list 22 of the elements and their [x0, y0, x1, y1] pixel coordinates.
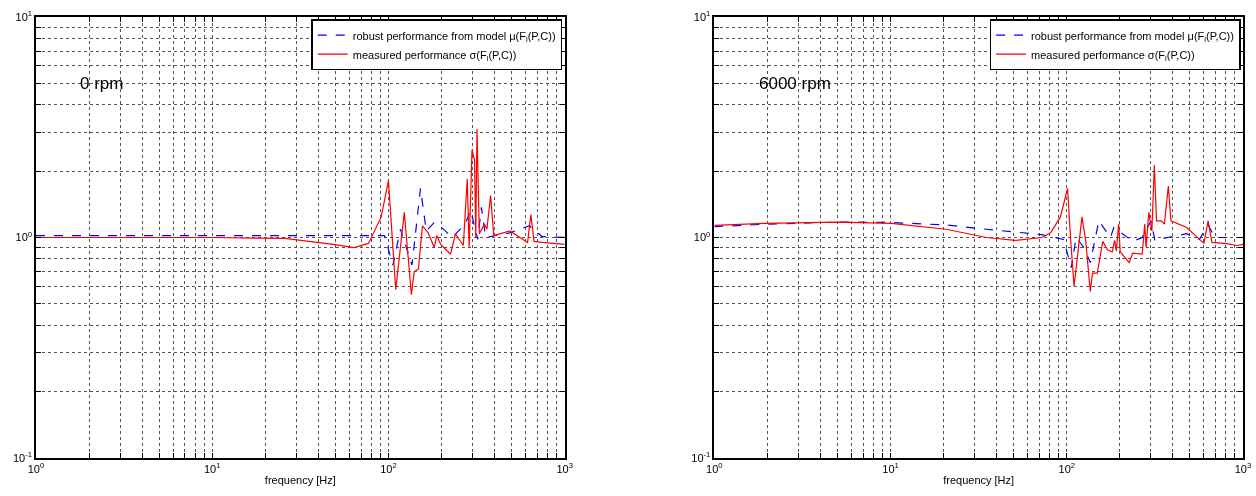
x-tick-label: 10$^{2}$	[1058, 461, 1076, 475]
y-tick-label: 10$^{-1}$	[12, 450, 33, 464]
y-tick-label: 10$^{0}$	[15, 229, 33, 244]
x-axis-title: frequency [Hz]	[943, 473, 1015, 486]
legend-label: robust performance from model μ(F$_{l}$(P,C))	[1031, 29, 1234, 44]
x-tick-label: 10$^{3}$	[1234, 461, 1252, 475]
x-tick-label: 10$^{1}$	[882, 461, 899, 475]
x-tick-label: 10$^{0}$	[706, 461, 723, 475]
annotation: 6000 rpm	[759, 74, 831, 93]
x-tick-label: 10$^{0}$	[27, 461, 45, 475]
y-tick-label: 10$^{1}$	[15, 9, 33, 23]
legend-label: robust performance from model μ(F$_{l}$(P,C))	[352, 29, 556, 44]
annotation: 0 rpm	[80, 74, 124, 93]
x-axis-title: frequency [Hz]	[264, 473, 336, 486]
x-tick-label: 10$^{1}$	[203, 461, 221, 475]
y-tick-label: 10$^{1}$	[693, 9, 711, 23]
x-tick-label: 10$^{2}$	[380, 461, 397, 475]
legend-label: measured performance σ(F$_{l}$(P,C))	[1031, 48, 1195, 63]
legend-label: measured performance σ(F$_{l}$(P,C))	[352, 48, 517, 63]
y-tick-label: 10$^{0}$	[693, 229, 711, 244]
x-tick-label: 10$^{3}$	[556, 461, 573, 475]
y-tick-label: 10$^{-1}$	[691, 450, 711, 464]
